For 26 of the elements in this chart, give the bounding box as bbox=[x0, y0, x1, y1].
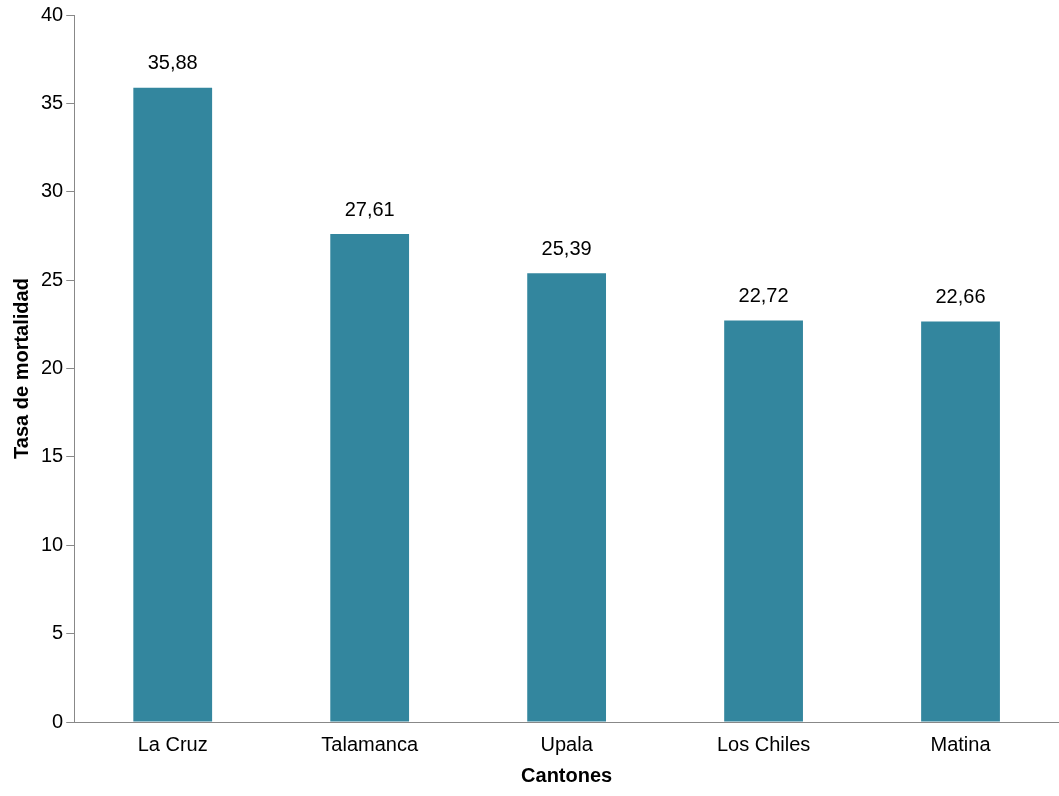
x-tick-label: Matina bbox=[930, 732, 992, 755]
x-tick-label: Los Chiles bbox=[716, 732, 811, 755]
bar bbox=[921, 321, 1000, 722]
data-label: 35,88 bbox=[147, 51, 198, 74]
data-label: 27,61 bbox=[344, 197, 395, 220]
y-tick-label: 20 bbox=[41, 356, 64, 379]
x-axis-title: Cantones bbox=[521, 763, 613, 786]
x-tick-label: Talamanca bbox=[321, 732, 419, 755]
bar bbox=[724, 320, 803, 722]
y-tick-label: 5 bbox=[52, 621, 64, 644]
y-tick-label: 0 bbox=[52, 709, 64, 732]
y-tick-label: 25 bbox=[41, 267, 64, 290]
data-label: 25,39 bbox=[541, 236, 592, 259]
y-axis-title: Tasa de mortalidad bbox=[9, 278, 32, 459]
y-tick-label: 40 bbox=[41, 2, 64, 25]
data-label: 22,72 bbox=[738, 283, 789, 306]
bar bbox=[133, 87, 213, 722]
y-tick-label: 30 bbox=[41, 179, 64, 202]
bar bbox=[330, 233, 410, 722]
x-tick-label: Upala bbox=[540, 732, 594, 755]
x-tick-label: La Cruz bbox=[137, 732, 208, 755]
y-tick-label: 15 bbox=[41, 444, 64, 467]
data-label: 22,66 bbox=[935, 285, 986, 307]
y-tick-label: 35 bbox=[41, 90, 64, 113]
y-tick-label: 10 bbox=[41, 532, 64, 555]
bar bbox=[527, 273, 607, 722]
